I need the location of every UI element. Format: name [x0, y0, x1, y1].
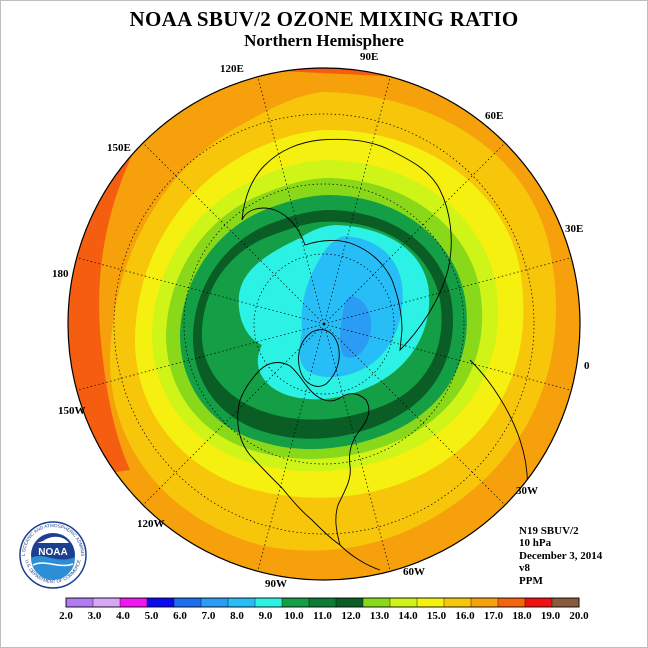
colorbar-tick-label: 20.0: [569, 610, 589, 622]
colorbar-tick-label: 19.0: [541, 610, 561, 622]
meridian-line: [257, 76, 325, 325]
eurasia-outline: [241, 138, 452, 352]
colorbar-tick-label: 10.0: [284, 610, 304, 622]
meridian-line: [257, 323, 325, 572]
meridian-line: [323, 76, 391, 325]
colorbar: 2.0 3.0 4.0 5.0 6.0 7.0 8.0 9.0 10.0 11.0 12.0 13.0…: [59, 597, 589, 622]
noaa-logo-text: NOAA: [38, 547, 67, 558]
colorbar-swatch: [335, 597, 364, 608]
meridian-line: [142, 323, 325, 506]
info-version: v8: [519, 562, 530, 575]
greenland-outline: [298, 329, 340, 387]
lon-label-60e: 60E: [485, 110, 504, 122]
lon-label-180: 180: [52, 268, 69, 280]
colorbar-swatch: [416, 597, 445, 608]
colorbar-tick-label: 13.0: [370, 610, 390, 622]
colorbar-swatch: [497, 597, 526, 608]
meridian-line: [323, 257, 572, 325]
colorbar-swatch: [200, 597, 229, 608]
colorbar-outline: [65, 597, 580, 608]
lon-label-30w: 30W: [516, 485, 538, 497]
meridian-line: [323, 142, 506, 325]
colorbar-swatch: [362, 597, 391, 608]
colorbar-tick-label: 17.0: [484, 610, 504, 622]
colorbar-swatch: [227, 597, 256, 608]
colorbar-tick-label: 2.0: [59, 610, 73, 622]
lon-label-150e: 150E: [107, 142, 131, 154]
graticule: [113, 113, 535, 535]
meridian-line: [76, 323, 325, 391]
meridian-line: [323, 323, 572, 391]
central-america-outline: [339, 544, 381, 571]
north-america-outline: [237, 362, 370, 547]
colorbar-swatch: [389, 597, 418, 608]
lon-label-90w: 90W: [265, 578, 287, 590]
colorbar-swatch: [443, 597, 472, 608]
colorbar-swatch: [146, 597, 175, 608]
map-title: NOAA SBUV/2 OZONE MIXING RATIO: [129, 7, 519, 31]
colorbar-tick-label: 6.0: [173, 610, 187, 622]
colorbar-swatch: [308, 597, 337, 608]
colorbar-tick-label: 14.0: [398, 610, 418, 622]
colorbar-tick-label: 11.0: [313, 610, 332, 622]
colorbar-tick-label: 9.0: [259, 610, 273, 622]
meridians: [76, 76, 572, 572]
colorbar-tick-label: 7.0: [202, 610, 216, 622]
colorbar-tick-label: 5.0: [145, 610, 159, 622]
colorbar-swatch: [254, 597, 283, 608]
colorbar-swatch: [551, 597, 580, 608]
colorbar-tick-label: 16.0: [455, 610, 475, 622]
lon-label-150w: 150W: [58, 405, 86, 417]
lon-label-90e: 90E: [360, 51, 379, 63]
colorbar-swatch: [524, 597, 553, 608]
colorbar-tick-label: 18.0: [512, 610, 532, 622]
colorbar-swatch: [173, 597, 202, 608]
info-level: 10 hPa: [519, 537, 552, 550]
lon-label-30e: 30E: [565, 223, 584, 235]
info-block: N19 SBUV/2 10 hPa December 3, 2014 v8 PP…: [519, 525, 602, 587]
lon-label-0: 0: [584, 360, 590, 372]
meridian-line: [323, 323, 506, 506]
meridian-line: [323, 323, 391, 572]
info-satellite: N19 SBUV/2: [519, 525, 579, 537]
lon-label-60w: 60W: [403, 566, 425, 578]
colorbar-swatch: [92, 597, 121, 608]
colorbar-swatch: [281, 597, 310, 608]
colorbar-swatch: [119, 597, 148, 608]
colorbar-swatch: [65, 597, 94, 608]
map-subtitle: Northern Hemisphere: [244, 31, 404, 50]
noaa-logo: NOAA NATIONAL OCEANIC AND ATMOSPHERIC AD…: [19, 521, 87, 589]
colorbar-tick-label: 12.0: [341, 610, 361, 622]
colorbar-tick-label: 4.0: [116, 610, 130, 622]
meridian-line: [76, 257, 325, 325]
lon-label-120e: 120E: [220, 63, 244, 75]
colorbar-swatch: [470, 597, 499, 608]
colorbar-tick-label: 15.0: [427, 610, 447, 622]
contour-7-8: [340, 296, 372, 358]
info-units: PPM: [519, 574, 543, 587]
meridian-line: [142, 142, 325, 325]
info-date: December 3, 2014: [519, 549, 603, 562]
map-boundary: [67, 67, 581, 581]
colorbar-tick-label: 8.0: [230, 610, 244, 622]
colorbar-tick-label: 3.0: [88, 610, 102, 622]
lon-label-120w: 120W: [137, 518, 165, 530]
